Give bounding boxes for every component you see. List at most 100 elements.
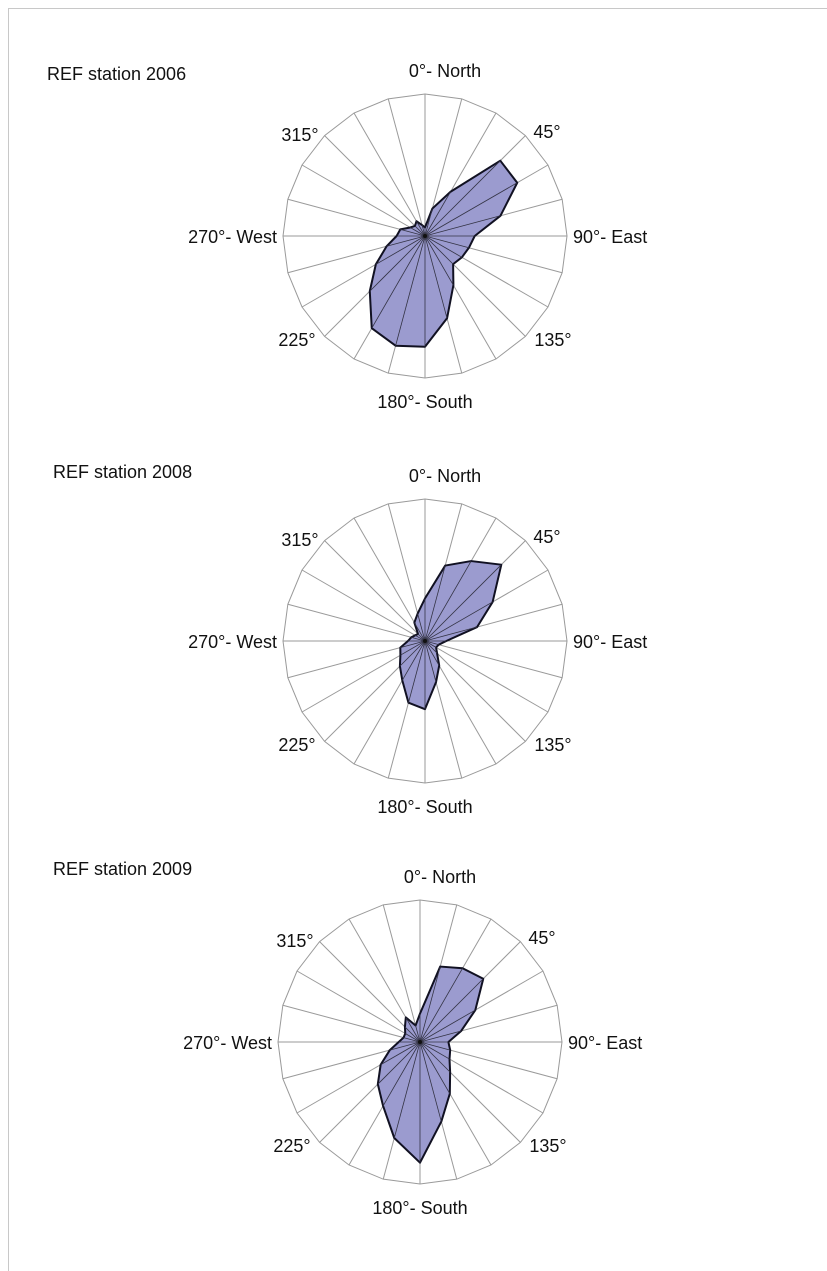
direction-label: 315° bbox=[281, 530, 318, 550]
wind-rose-3: REF station 2009 0°- North 45° 90°- East 135… bbox=[53, 859, 642, 1218]
rose-value-spoke bbox=[419, 966, 441, 1043]
direction-label: 180°- South bbox=[377, 797, 472, 817]
rose-spoke bbox=[296, 970, 421, 1043]
rose-value-spoke bbox=[424, 160, 501, 237]
rose-value-spoke bbox=[424, 565, 446, 642]
direction-label: 225° bbox=[278, 735, 315, 755]
rose-value-spoke bbox=[414, 225, 426, 237]
rose-value-spoke bbox=[382, 1041, 421, 1107]
rose-value-spoke bbox=[419, 1030, 462, 1043]
rose-spoke bbox=[353, 112, 426, 237]
rose-value-spoke bbox=[424, 182, 518, 237]
rose-value-spoke bbox=[424, 235, 463, 258]
rose-value-spoke bbox=[424, 235, 454, 286]
direction-label: 270°- West bbox=[188, 632, 277, 652]
direction-label: 225° bbox=[273, 1136, 310, 1156]
direction-label: 0°- North bbox=[409, 466, 481, 486]
chart-title: REF station 2008 bbox=[53, 462, 192, 482]
rose-value-spoke bbox=[424, 191, 451, 237]
rose-value-spoke bbox=[424, 564, 502, 642]
rose-center bbox=[418, 1040, 422, 1044]
rose-spoke bbox=[301, 164, 426, 237]
direction-label: 45° bbox=[533, 122, 560, 142]
rose-spoke bbox=[319, 941, 421, 1043]
rose-value-spoke bbox=[405, 1017, 421, 1043]
rose-value-spoke bbox=[419, 1041, 451, 1073]
direction-label: 135° bbox=[534, 330, 571, 350]
direction-label: 0°- North bbox=[409, 61, 481, 81]
direction-label: 315° bbox=[276, 931, 313, 951]
chart-title: REF station 2006 bbox=[47, 64, 186, 84]
rose-value-spoke bbox=[399, 640, 426, 667]
rose-value-spoke bbox=[389, 1041, 421, 1051]
rose-value-spoke bbox=[419, 1009, 476, 1043]
rose-value-spoke bbox=[395, 235, 426, 346]
rose-value-spoke bbox=[424, 640, 440, 666]
chart-title: REF station 2009 bbox=[53, 859, 192, 879]
direction-label: 90°- East bbox=[568, 1033, 642, 1053]
rose-value-spoke bbox=[377, 1041, 421, 1085]
rose-spoke bbox=[287, 603, 426, 642]
rose-value-spoke bbox=[371, 235, 426, 329]
rose-value-spoke bbox=[419, 1041, 442, 1122]
direction-label: 90°- East bbox=[573, 227, 647, 247]
rose-value-spoke bbox=[393, 1041, 421, 1139]
rose-value-spoke bbox=[424, 640, 437, 683]
rose-value-spoke bbox=[411, 636, 426, 642]
rose-spoke bbox=[353, 517, 426, 642]
figure-frame bbox=[8, 8, 827, 1271]
rose-value-spoke bbox=[400, 228, 426, 237]
rose-spoke bbox=[324, 540, 426, 642]
rose-value-spoke bbox=[424, 208, 433, 237]
rose-spoke bbox=[424, 640, 526, 742]
rose-value-spoke bbox=[419, 978, 484, 1043]
rose-value-spoke bbox=[419, 1041, 450, 1060]
rose-value-spoke bbox=[410, 227, 426, 237]
rose-value-spoke bbox=[424, 560, 472, 642]
wind-rose-1: REF station 2006 0°- North 45° 90°- East 135… bbox=[47, 61, 647, 412]
rose-value-spoke bbox=[415, 1025, 421, 1043]
direction-label: 270°- West bbox=[183, 1033, 272, 1053]
rose-spoke bbox=[282, 1004, 421, 1043]
rose-value-spoke bbox=[419, 1041, 451, 1051]
direction-label: 45° bbox=[528, 928, 555, 948]
rose-value-spoke bbox=[424, 626, 478, 642]
direction-label: 45° bbox=[533, 527, 560, 547]
rose-value-spoke bbox=[386, 235, 426, 247]
rose-value-spoke bbox=[414, 622, 426, 642]
direction-label: 225° bbox=[278, 330, 315, 350]
direction-label: 315° bbox=[281, 125, 318, 145]
wind-rose-2: REF station 2008 0°- North 45° 90°- East 135… bbox=[53, 462, 647, 817]
rose-value-spoke bbox=[424, 601, 493, 642]
rose-value-spoke bbox=[417, 613, 426, 642]
rose-value-spoke bbox=[424, 640, 439, 646]
rose-value-spoke bbox=[408, 640, 426, 703]
direction-label: 0°- North bbox=[404, 867, 476, 887]
direction-label: 135° bbox=[529, 1136, 566, 1156]
rose-value-spoke bbox=[424, 640, 437, 648]
rose-value-spoke bbox=[401, 640, 426, 681]
direction-label: 90°- East bbox=[573, 632, 647, 652]
direction-label: 270°- West bbox=[188, 227, 277, 247]
rose-value-spoke bbox=[375, 235, 426, 265]
rose-value-spoke bbox=[380, 1041, 421, 1066]
direction-label: 180°- South bbox=[377, 392, 472, 412]
rose-value-spoke bbox=[424, 235, 448, 319]
rose-value-spoke bbox=[424, 215, 501, 237]
rose-spoke bbox=[387, 98, 426, 237]
rose-value-spoke bbox=[424, 640, 438, 654]
rose-value-spoke bbox=[419, 1041, 451, 1094]
rose-center bbox=[423, 234, 427, 238]
rose-value-spoke bbox=[405, 1033, 421, 1043]
rose-value-spoke bbox=[424, 235, 454, 265]
direction-label: 180°- South bbox=[372, 1198, 467, 1218]
rose-spoke bbox=[424, 640, 549, 713]
direction-label: 135° bbox=[534, 735, 571, 755]
rose-spoke bbox=[382, 904, 421, 1043]
rose-spoke bbox=[301, 569, 426, 642]
rose-center bbox=[423, 639, 427, 643]
rose-value-spoke bbox=[424, 235, 469, 249]
rose-value-spoke bbox=[400, 640, 426, 649]
rose-value-spoke bbox=[404, 1026, 421, 1043]
